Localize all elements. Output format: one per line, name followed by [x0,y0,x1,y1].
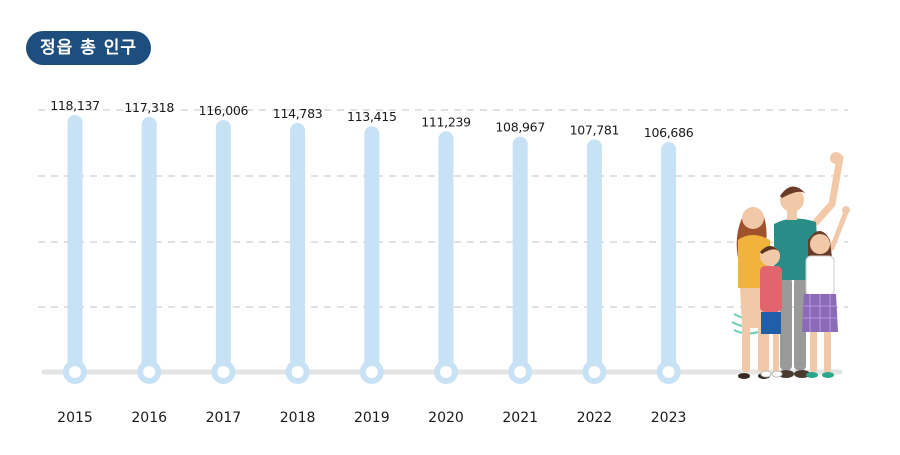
x-tick-label: 2016 [131,410,167,426]
family-illustration [731,152,850,379]
bar-marker-center [217,366,230,378]
data-label: 107,781 [570,122,620,137]
bar-marker-center [588,366,601,378]
bar-marker-center [69,366,81,378]
bar [586,139,602,372]
data-label: 111,239 [421,114,471,129]
data-label: 116,006 [199,103,249,118]
bar-marker-center [662,366,675,378]
bar [438,131,454,372]
data-label: 114,783 [273,106,323,121]
bar-marker-center [514,366,527,378]
x-tick-label: 2019 [354,410,390,426]
girl-figure [802,206,850,378]
data-label: 108,967 [495,120,545,135]
boy-figure [760,246,783,378]
bar [141,116,157,373]
bar [67,115,83,372]
bar [364,126,380,372]
x-tick-label: 2017 [206,410,242,426]
data-label: 106,686 [644,125,694,140]
data-label: 117,318 [124,100,174,115]
x-tick-label: 2020 [428,410,464,426]
chart-title: 정읍 총 인구 [26,31,152,65]
bar-marker-center [365,366,378,378]
bar-marker-center [143,366,156,378]
x-tick-label: 2022 [577,410,613,426]
bar [215,120,231,372]
x-tick-label: 2018 [280,410,316,426]
x-tick-label: 2023 [651,410,687,426]
bar [290,122,306,373]
bar [512,136,528,372]
data-label: 113,415 [347,109,397,124]
x-tick-label: 2015 [57,410,93,426]
x-tick-label: 2021 [502,410,538,426]
bar-marker-center [440,366,452,378]
bar [661,142,677,372]
bar-marker-center [291,366,304,378]
data-label: 118,137 [50,98,100,113]
